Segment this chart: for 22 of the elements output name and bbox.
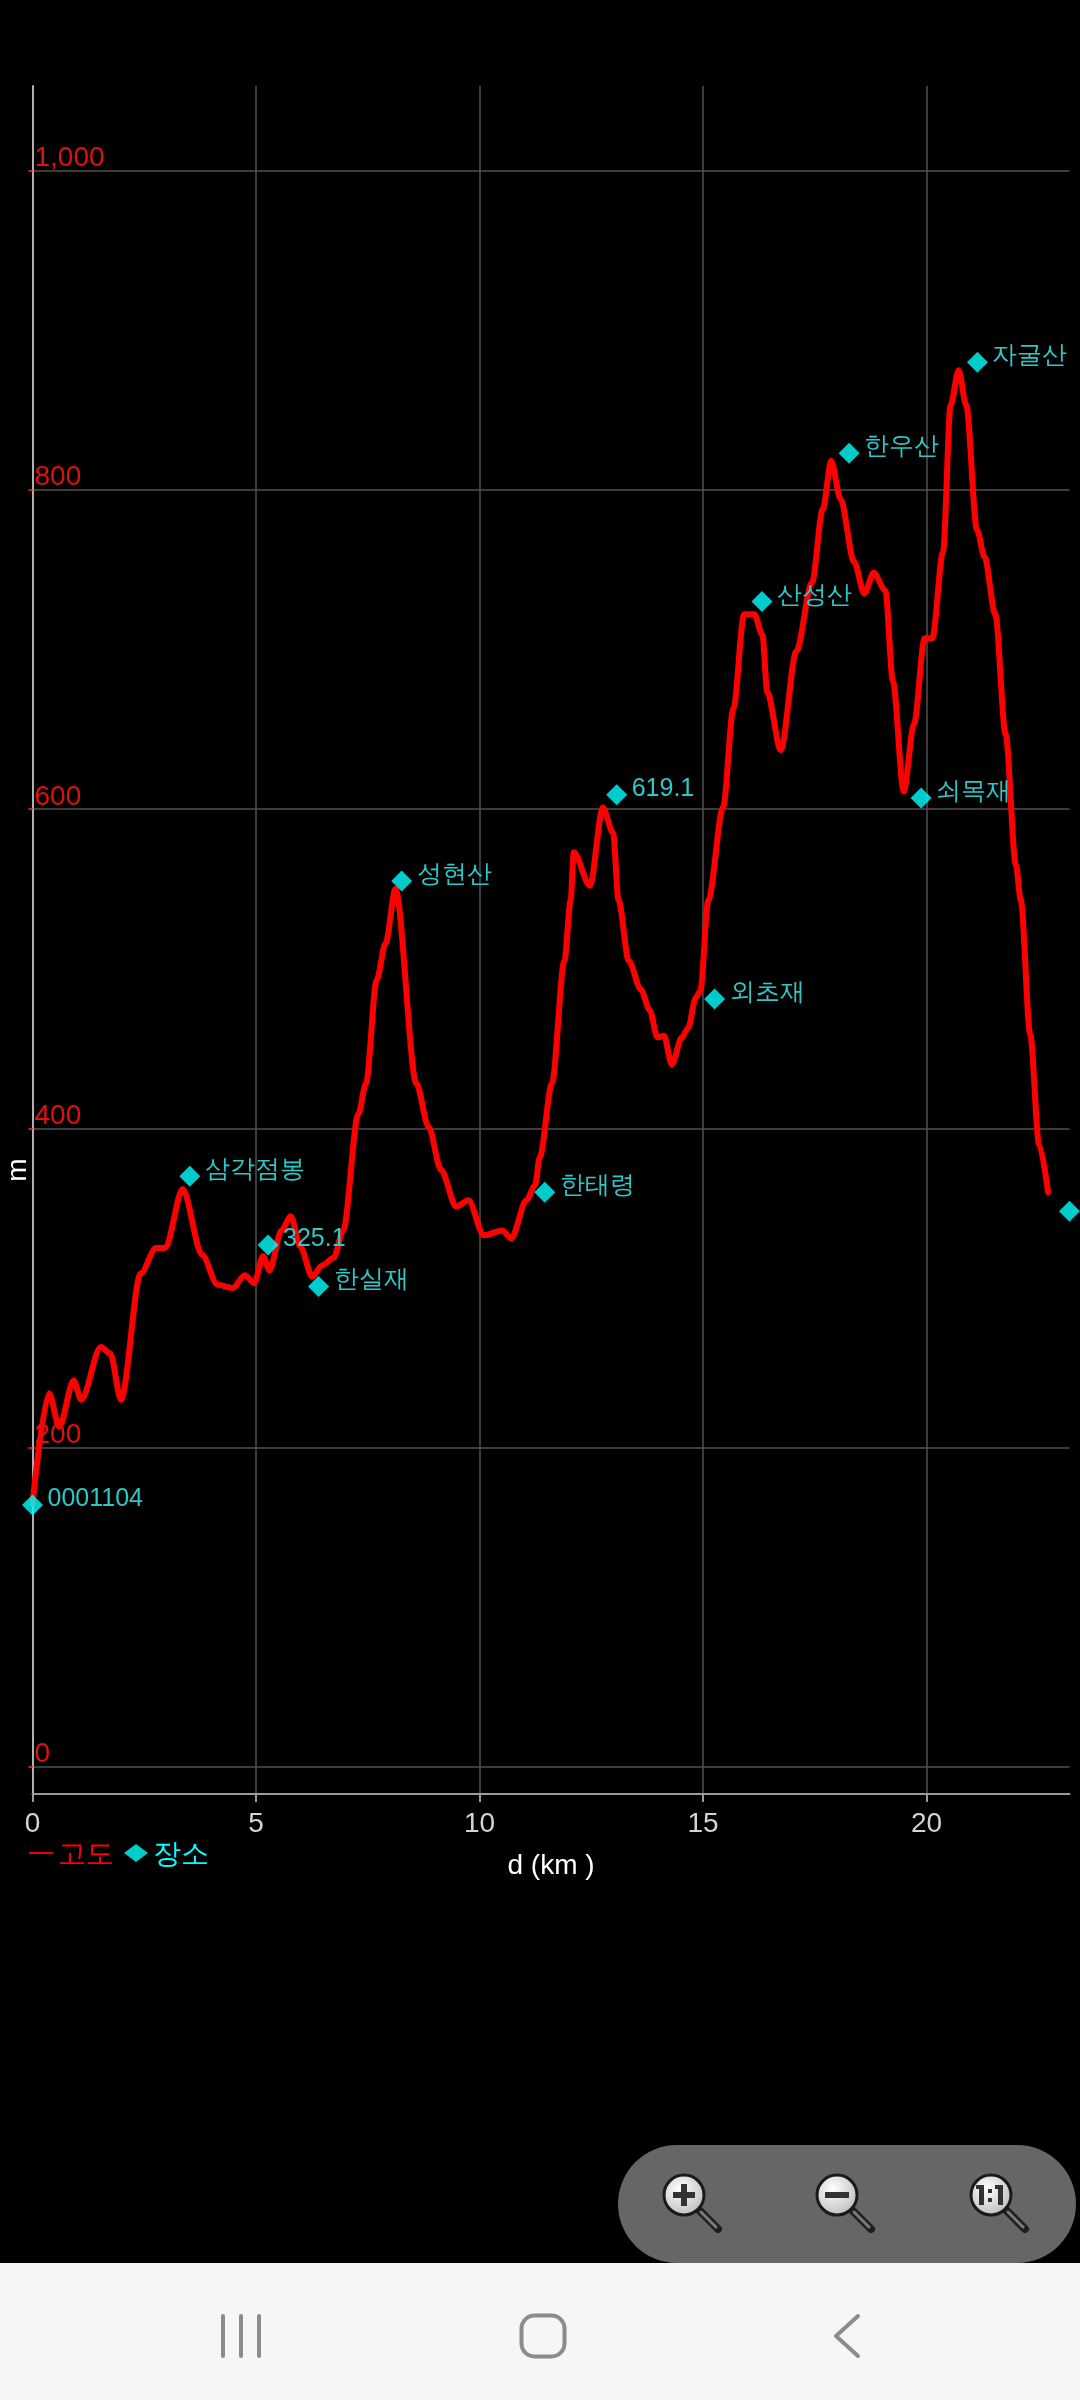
y-tick-label: 800 — [34, 460, 82, 492]
x-tick-label: 20 — [910, 1806, 943, 1838]
y-tick-label: 1,000 — [34, 141, 105, 173]
annotation: 한태령 — [559, 1170, 635, 1199]
annotation: 한우산 — [864, 431, 940, 460]
annotation: 한실재 — [333, 1264, 409, 1293]
annotation: 0001104 — [47, 1483, 144, 1512]
y-tick-label: 400 — [34, 1098, 82, 1130]
annotation: 자굴산 — [992, 340, 1068, 369]
y-axis-title: m — [0, 1158, 32, 1182]
y-tick-label: 0 — [34, 1737, 51, 1769]
y-tick-label: 600 — [34, 779, 82, 811]
annotation: 삼각점봉 — [204, 1154, 305, 1183]
legend-label: 고도 — [58, 1837, 114, 1869]
x-tick-label: 10 — [463, 1806, 496, 1838]
x-tick-label: 15 — [687, 1806, 719, 1838]
annotation: 외초재 — [729, 977, 805, 1006]
x-axis-title: d (km ) — [507, 1848, 595, 1880]
annotation: 성현산 — [416, 858, 492, 887]
legend-label: 장소 — [153, 1837, 209, 1869]
x-tick-label: 5 — [248, 1806, 264, 1838]
annotation: 619.1 — [631, 772, 695, 801]
